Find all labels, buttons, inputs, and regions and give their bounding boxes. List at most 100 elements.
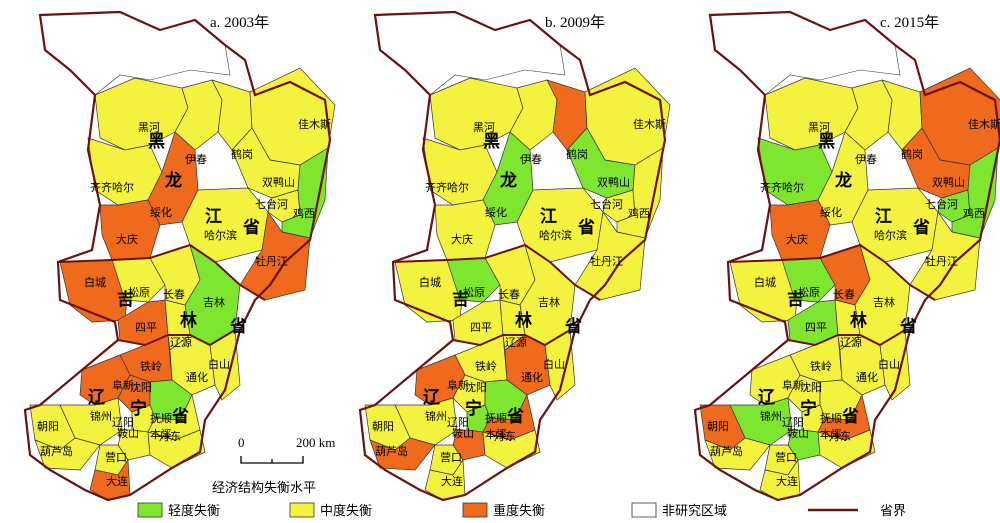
legend-label-boundary: 省界 bbox=[880, 504, 906, 519]
legend-label-severe: 重度失衡 bbox=[493, 503, 545, 519]
city-label-0-22: 沈阳 bbox=[130, 380, 152, 394]
city-label-2-19: 白山 bbox=[878, 357, 900, 371]
city-label-0-9: 大庆 bbox=[116, 232, 138, 246]
province-char-1-hlj4: 省 bbox=[577, 217, 595, 238]
scale-zero-label: 0 bbox=[238, 435, 245, 450]
legend-swatch-light bbox=[137, 502, 163, 518]
city-label-2-13: 松原 bbox=[798, 285, 820, 299]
city-label-2-26: 本溪 bbox=[820, 427, 842, 441]
city-label-1-10: 哈尔滨 bbox=[539, 228, 572, 242]
city-label-2-12: 白城 bbox=[754, 275, 776, 289]
province-char-0-ln3: 省 bbox=[171, 406, 189, 427]
city-label-0-19: 白山 bbox=[208, 357, 230, 371]
city-label-0-15: 吉林 bbox=[203, 295, 225, 309]
city-label-1-14: 长春 bbox=[498, 288, 520, 301]
province-char-0-hlj3: 江 bbox=[205, 207, 222, 227]
city-label-2-25: 辽阳 bbox=[782, 416, 804, 429]
city-label-2-2: 鹤岗 bbox=[901, 147, 923, 161]
city-label-1-0: 黑河 bbox=[473, 121, 495, 134]
province-char-0-hlj2: 龙 bbox=[164, 170, 182, 191]
province-char-0-ln: 辽 bbox=[88, 388, 106, 408]
city-label-2-14: 长春 bbox=[833, 288, 855, 301]
scale-caption: 经济结构失衡水平 bbox=[212, 481, 316, 496]
city-label-0-29: 丹东 bbox=[159, 430, 181, 443]
legend-label-moderate: 中度失衡 bbox=[320, 503, 372, 519]
city-label-1-27: 朝阳 bbox=[372, 420, 394, 433]
region-1-10 bbox=[516, 187, 604, 263]
province-char-2-ln3: 省 bbox=[841, 406, 859, 427]
city-label-0-6: 双鸭山 bbox=[262, 176, 295, 189]
province-char-0-hlj4: 省 bbox=[242, 217, 260, 238]
city-label-2-1: 伊春 bbox=[855, 153, 877, 166]
city-label-1-21: 阜新 bbox=[447, 378, 469, 392]
city-label-1-6: 双鸭山 bbox=[597, 176, 630, 189]
city-label-0-16: 四平 bbox=[135, 321, 157, 334]
city-label-0-31: 营口 bbox=[105, 450, 127, 464]
city-label-2-22: 沈阳 bbox=[800, 380, 822, 394]
city-label-2-28: 鞍山 bbox=[787, 426, 809, 440]
city-label-1-24: 锦州 bbox=[425, 409, 447, 423]
city-label-0-23: 抚顺 bbox=[150, 411, 172, 425]
city-label-1-18: 通化 bbox=[521, 370, 543, 384]
city-label-0-12: 白城 bbox=[84, 275, 106, 289]
region-1-9 bbox=[434, 199, 496, 261]
province-char-1-jl: 吉 bbox=[452, 290, 469, 310]
panel-title-0: a. 2003年 bbox=[210, 14, 269, 31]
city-label-2-6: 双鸭山 bbox=[932, 176, 965, 189]
city-label-2-9: 大庆 bbox=[786, 232, 808, 246]
province-char-1-hlj: 黑 bbox=[483, 132, 500, 152]
province-char-2-ln2: 宁 bbox=[800, 398, 817, 419]
city-label-0-5: 绥化 bbox=[150, 205, 172, 219]
scale-bar-line bbox=[240, 456, 304, 464]
city-label-1-29: 丹东 bbox=[494, 430, 516, 443]
city-label-0-10: 哈尔滨 bbox=[204, 228, 237, 242]
city-label-0-11: 牡丹江 bbox=[255, 254, 288, 268]
city-label-0-18: 通化 bbox=[186, 370, 208, 384]
city-label-1-2: 鹤岗 bbox=[566, 147, 588, 161]
city-label-0-28: 鞍山 bbox=[117, 426, 139, 440]
city-label-0-3: 佳木斯 bbox=[298, 117, 331, 131]
city-label-1-9: 大庆 bbox=[451, 232, 473, 246]
city-label-0-30: 葫芦岛 bbox=[40, 444, 73, 458]
city-label-1-25: 辽阳 bbox=[447, 416, 469, 429]
province-boundary-2 bbox=[727, 243, 936, 347]
city-label-2-18: 通化 bbox=[856, 370, 878, 384]
province-char-0-ln2: 宁 bbox=[130, 398, 147, 419]
province-boundary-0 bbox=[57, 243, 266, 347]
city-label-0-1: 伊春 bbox=[185, 153, 207, 166]
city-label-1-28: 鞍山 bbox=[452, 426, 474, 440]
province-char-1-hlj3: 江 bbox=[540, 207, 557, 227]
city-label-2-21: 阜新 bbox=[782, 378, 804, 392]
city-label-2-27: 朝阳 bbox=[707, 420, 729, 433]
city-label-0-13: 松原 bbox=[128, 285, 150, 299]
city-label-0-4: 齐齐哈尔 bbox=[90, 180, 134, 194]
city-label-1-23: 抚顺 bbox=[485, 411, 507, 425]
city-label-0-0: 黑河 bbox=[138, 121, 160, 134]
city-label-0-32: 大连 bbox=[106, 474, 128, 488]
city-label-0-2: 鹤岗 bbox=[231, 147, 253, 161]
city-label-1-3: 佳木斯 bbox=[633, 117, 666, 131]
scale-bar: 0 200 km 经济结构失衡水平 bbox=[212, 435, 335, 496]
region-0-9 bbox=[99, 199, 161, 261]
province-char-0-jl: 吉 bbox=[117, 290, 134, 310]
city-label-2-24: 锦州 bbox=[760, 409, 782, 423]
city-label-2-32: 大连 bbox=[776, 474, 798, 488]
city-label-1-26: 本溪 bbox=[485, 427, 507, 441]
scale-distance-label: 200 km bbox=[296, 435, 335, 450]
city-label-1-11: 牡丹江 bbox=[590, 254, 623, 268]
city-label-2-17: 辽源 bbox=[840, 335, 862, 349]
city-label-0-20: 铁岭 bbox=[140, 359, 162, 373]
city-label-0-27: 朝阳 bbox=[37, 420, 59, 433]
legend-swatch-severe bbox=[462, 502, 488, 518]
outer-boundary-2 bbox=[693, 10, 1000, 502]
province-char-1-ln2: 宁 bbox=[465, 398, 482, 419]
province-char-0-jl2: 林 bbox=[180, 310, 197, 331]
panel-title-1: b. 2009年 bbox=[545, 14, 605, 31]
city-label-0-8: 鸡西 bbox=[293, 206, 315, 220]
province-char-2-hlj2: 龙 bbox=[834, 170, 852, 191]
city-label-1-1: 伊春 bbox=[520, 153, 542, 166]
